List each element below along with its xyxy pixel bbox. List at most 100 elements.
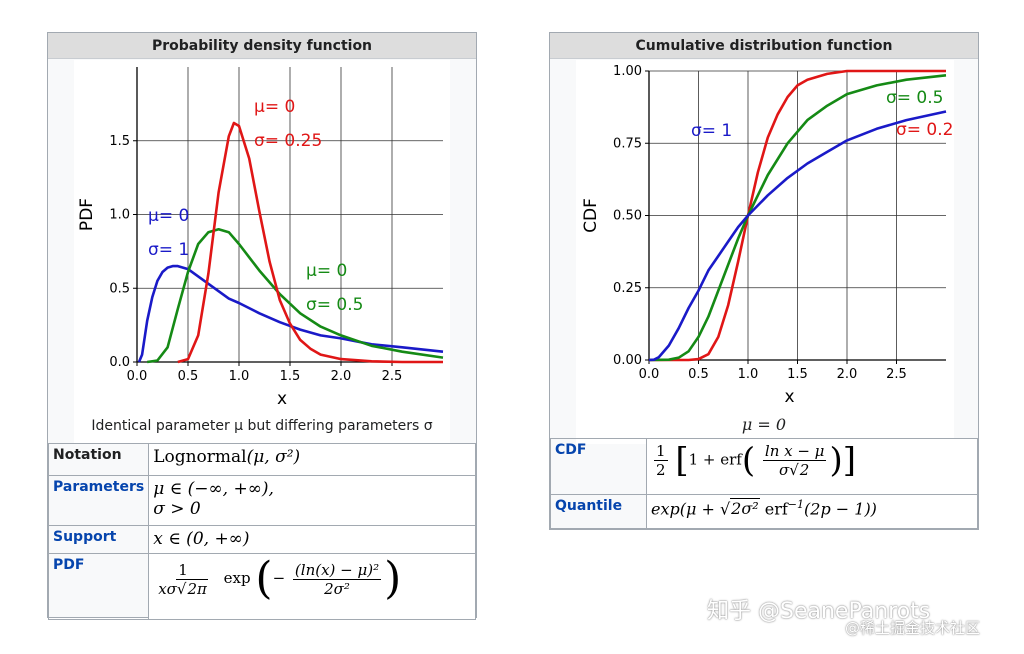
series-line [649, 69, 946, 362]
cdf-info-table: CDF 1 2 [1 + erf( ln x − μ σ√2 )] Quanti… [550, 438, 978, 529]
cdf-chart: 0.0 0.5 1.0 1.5 2.0 2.5 0.00 0.25 0.50 0.75 1.00 x C… [581, 64, 964, 407]
parameter-sigma: σ > 0 [153, 499, 201, 519]
pdf-chart-area: 0.0 0.5 1.0 1.5 2.0 2.5 0.0 0.5 1.0 1.5 x PDF μ= 0 σ=… [74, 60, 450, 443]
support-label[interactable]: Support [47, 525, 150, 554]
pdf-chart: 0.0 0.5 1.0 1.5 2.0 2.5 0.0 0.5 1.0 1.5 x PDF μ= 0 σ=… [77, 67, 444, 409]
cdf-inner-den: σ√2 [778, 460, 811, 479]
pdf-exp-fraction: (ln(x) − μ)² 2σ² [292, 560, 382, 598]
series-label: μ= 0 [306, 261, 347, 281]
x-tick-label: 0.5 [178, 369, 199, 384]
pdf-exp: exp [223, 569, 251, 587]
x-tick-label: 1.0 [229, 369, 250, 384]
quantile-a: exp(μ + [651, 499, 720, 519]
parameter-mu: μ ∈ (−∞, +∞), [153, 479, 274, 499]
series-label: μ= 0 [254, 97, 295, 117]
x-tick-label: 2.0 [331, 369, 352, 384]
cdf-bracket-open: [ [675, 440, 689, 481]
x-tick-label: 0.5 [688, 367, 709, 382]
watermark-juejin: @稀土掘金技术社区 [845, 619, 981, 637]
series-label: σ= 0.25 [896, 120, 954, 140]
row-parameters: Parameters μ ∈ (−∞, +∞), σ > 0 [47, 475, 476, 526]
row-quantile: Quantile exp(μ + √2σ² erf−1(2p − 1)) [550, 494, 978, 529]
quantile-sqrt: 2σ² [730, 498, 760, 519]
series-line [137, 264, 444, 363]
pdf-den-sqrt: 2π [186, 578, 208, 598]
quantile-c: (2p − 1)) [804, 499, 877, 519]
pdf-minus: − [272, 569, 286, 587]
pdf-den-a: xσ [158, 579, 177, 598]
cdf-inner-num: ln x − μ [762, 442, 827, 461]
pdf-info-table: Notation Lognormal(μ, σ²) Parameters μ ∈… [47, 443, 476, 620]
pdf-infobox: Probability density function 0.0 0.5 1.0 1.… [47, 32, 477, 620]
cdf-infobox: Cumulative distribution function 0.0 0.5 1… [549, 32, 979, 530]
y-tick-label: 0.50 [613, 209, 642, 224]
quantile-sup: −1 [787, 498, 805, 511]
pdf-chart-caption: Identical parameter μ but differing para… [91, 418, 433, 434]
cdf-inner-fraction: ln x − μ σ√2 [762, 442, 827, 479]
x-axis-label: x [277, 389, 287, 409]
cdf-half: 1 2 [654, 442, 668, 479]
row-pdf: PDF 1 xσ√2π exp (− (ln(x) − μ)² 2σ² ) [47, 553, 476, 620]
y-tick-label: 0.75 [613, 136, 642, 151]
cdf-chart-area: 0.0 0.5 1.0 1.5 2.0 2.5 0.00 0.25 0.50 0.75 1.00 x C… [576, 60, 964, 444]
quantile-label[interactable]: Quantile [550, 494, 647, 529]
series-line [147, 228, 444, 364]
row-cdf: CDF 1 2 [1 + erf( ln x − μ σ√2 )] [550, 438, 978, 495]
parameters-label[interactable]: Parameters [47, 475, 150, 526]
support-value: x ∈ (0, +∞) [148, 525, 476, 554]
pdf-paren-open: ( [255, 553, 273, 604]
y-axis-label: PDF [77, 198, 97, 231]
series-line [648, 74, 947, 362]
y-axis-label: CDF [581, 198, 601, 233]
x-tick-label: 2.5 [886, 367, 907, 382]
cdf-inner-den-a: σ [778, 461, 790, 479]
pdf-fraction-den: xσ√2π [158, 578, 208, 598]
x-tick-label: 1.5 [280, 369, 301, 384]
pdf-fraction: 1 xσ√2π [156, 561, 210, 598]
notation-name: Lognormal [153, 447, 247, 467]
pdf-exp-num: (ln(x) − μ)² [292, 560, 382, 580]
notation-value: Lognormal(μ, σ²) [148, 443, 476, 476]
parameters-value: μ ∈ (−∞, +∞), σ > 0 [148, 475, 476, 526]
pdf-label[interactable]: PDF [47, 553, 150, 620]
cdf-erf: 1 + erf [688, 450, 742, 469]
y-tick-label: 1.5 [109, 134, 130, 149]
cdf-half-num: 1 [654, 442, 668, 461]
quantile-formula: exp(μ + √2σ² erf−1(2p − 1)) [646, 494, 978, 529]
x-tick-label: 0.0 [639, 367, 660, 382]
pdf-fraction-num: 1 [176, 560, 190, 580]
cdf-paren-open: ( [741, 440, 756, 481]
cdf-chart-caption: μ = 0 [741, 415, 787, 434]
y-tick-label: 0.25 [613, 281, 642, 296]
cdf-inner-den-sqrt: 2 [798, 460, 811, 479]
series-label: μ= 0 [148, 206, 189, 226]
y-tick-label: 0.5 [109, 281, 130, 296]
x-tick-label: 1.5 [787, 367, 808, 382]
notation-label: Notation [47, 443, 150, 476]
cdf-paren-close: ) [829, 440, 843, 481]
x-tick-label: 0.0 [127, 369, 148, 384]
series-label: σ= 0.5 [886, 88, 943, 108]
pdf-paren-close: ) [384, 553, 402, 604]
y-tick-label: 0.00 [613, 353, 642, 368]
x-tick-label: 2.0 [837, 367, 858, 382]
cdf-label[interactable]: CDF [550, 438, 647, 495]
pdf-exp-den: 2σ² [324, 579, 350, 598]
x-axis-label: x [784, 387, 794, 407]
pdf-infobox-title: Probability density function [48, 33, 476, 59]
y-tick-label: 1.00 [613, 64, 642, 79]
notation-args: (μ, σ²) [246, 447, 301, 467]
series-label: σ= 0.5 [306, 295, 363, 315]
series-line [648, 110, 947, 362]
series-label: σ= 1 [691, 121, 732, 141]
row-support: Support x ∈ (0, +∞) [47, 525, 476, 554]
y-tick-label: 1.0 [109, 208, 130, 223]
y-tick-label: 0.0 [109, 355, 130, 370]
series-line [177, 121, 443, 364]
cdf-infobox-title: Cumulative distribution function [550, 33, 978, 59]
cdf-bracket-close: ] [842, 440, 856, 481]
pdf-formula: 1 xσ√2π exp (− (ln(x) − μ)² 2σ² ) [148, 553, 476, 620]
watermark-zhihu: 知乎 @SeanePanrots [707, 599, 931, 624]
cdf-formula: 1 2 [1 + erf( ln x − μ σ√2 )] [646, 438, 978, 495]
series-label: σ= 1 [148, 240, 189, 260]
